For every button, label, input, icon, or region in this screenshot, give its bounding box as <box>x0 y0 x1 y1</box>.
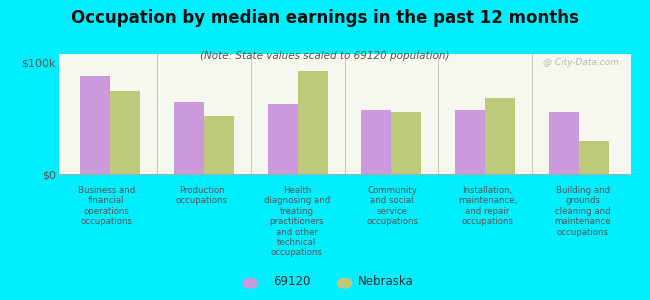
Bar <box>298 71 328 174</box>
Text: Business and
financial
operations
occupations: Business and financial operations occupa… <box>77 186 135 226</box>
Text: (Note: State values scaled to 69120 population): (Note: State values scaled to 69120 popu… <box>200 51 450 61</box>
Text: @ City-Data.com: @ City-Data.com <box>543 58 619 67</box>
Text: Community
and social
service
occupations: Community and social service occupations <box>366 186 418 226</box>
Text: Occupation by median earnings in the past 12 months: Occupation by median earnings in the pas… <box>71 9 579 27</box>
Bar <box>174 102 204 174</box>
Bar <box>268 104 298 174</box>
Bar <box>110 91 140 174</box>
Bar <box>485 98 515 174</box>
Bar <box>391 112 421 174</box>
Bar <box>361 110 391 174</box>
Bar <box>455 110 485 174</box>
Text: 69120: 69120 <box>273 275 311 288</box>
Text: Installation,
maintenance,
and repair
occupations: Installation, maintenance, and repair oc… <box>458 186 517 226</box>
Text: Nebraska: Nebraska <box>358 275 413 288</box>
Bar <box>80 76 110 174</box>
Text: Production
occupations: Production occupations <box>176 186 227 206</box>
Bar <box>549 112 579 174</box>
Text: Building and
grounds
cleaning and
maintenance
occupations: Building and grounds cleaning and mainte… <box>554 186 611 237</box>
Bar <box>204 116 234 174</box>
Text: Health
diagnosing and
treating
practitioners
and other
technical
occupations: Health diagnosing and treating practitio… <box>264 186 330 257</box>
Bar <box>579 141 609 174</box>
